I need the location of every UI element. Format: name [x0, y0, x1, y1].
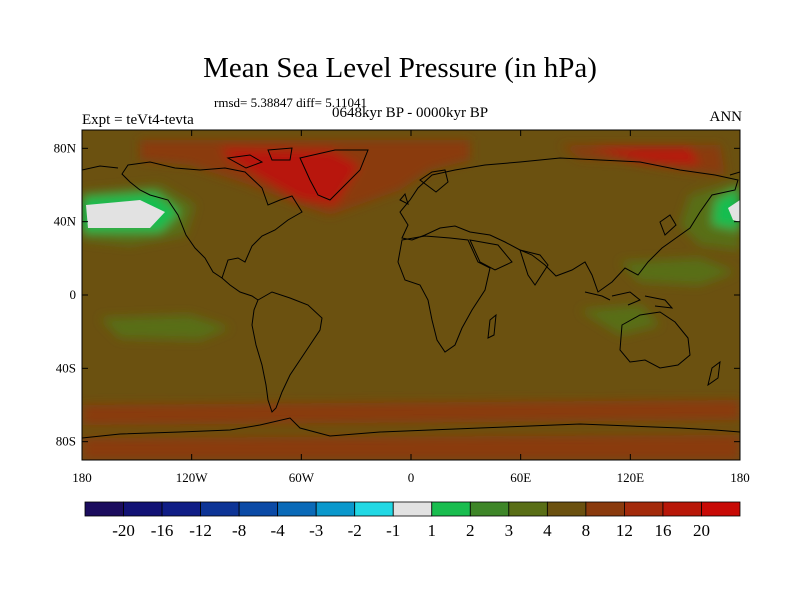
colorbar-label: 12	[616, 521, 633, 540]
coast-south-america	[251, 291, 323, 413]
colorbar-swatch	[546, 501, 587, 517]
colorbar-label: -1	[386, 521, 400, 540]
coast-japan	[659, 214, 677, 236]
colorbar-swatch	[238, 501, 279, 517]
pressure-field	[82, 130, 740, 460]
colorbar-swatch	[624, 501, 664, 517]
colorbar-label: 4	[543, 521, 552, 540]
contour-spac-4	[100, 315, 230, 340]
coast-antarctica	[82, 417, 740, 439]
coast-eurasia	[399, 157, 739, 293]
coast-bering	[82, 165, 740, 176]
coast-india	[519, 249, 549, 286]
coast-australia	[619, 311, 691, 369]
coast-africa	[397, 235, 491, 353]
colorbar-label: 2	[466, 521, 475, 540]
colorbar-swatch	[200, 501, 240, 517]
colorbar-swatch	[585, 501, 625, 517]
lat-tick-label: 80S	[56, 434, 76, 449]
colorbar-swatch	[161, 501, 201, 517]
colorbar-label: 1	[428, 521, 437, 540]
lon-tick-label: 180	[730, 470, 750, 485]
lon-tick-label: 0	[408, 470, 415, 485]
coast-new-zealand	[707, 360, 721, 387]
contour-npac-neutral-west	[86, 200, 165, 228]
season-label: ANN	[709, 109, 743, 125]
coast-scandinavia-uk	[399, 169, 449, 205]
coast-arabia	[469, 239, 513, 271]
colorbar-label: -4	[271, 521, 286, 540]
colorbar-swatch	[508, 501, 548, 517]
colorbar-swatch	[354, 501, 394, 517]
lat-tick-label: 40N	[54, 214, 77, 229]
lat-tick-label: 40S	[56, 360, 76, 375]
longitude-axis: 180 120W 60W 0 60E 120E 180	[72, 130, 750, 485]
coast-greenland	[299, 149, 369, 201]
lon-tick-label: 60W	[289, 470, 315, 485]
colorbar-label: -16	[151, 521, 174, 540]
colorbar-label: 8	[582, 521, 591, 540]
colorbar-swatch	[469, 501, 510, 517]
colorbar-swatch	[277, 501, 317, 517]
colorbar-label: -20	[112, 521, 135, 540]
contour-greenland-16	[220, 148, 360, 205]
map-title: Mean Sea Level Pressure (in hPa)	[203, 52, 597, 84]
contour-indo-4	[580, 305, 660, 335]
colorbar-label: -8	[232, 521, 246, 540]
colorbar-label: 16	[654, 521, 671, 540]
colorbar-swatch	[701, 501, 741, 517]
contour-antarctic-12	[82, 435, 740, 460]
coastlines	[82, 147, 740, 439]
latitude-axis: 80N 40N 0 40S 80S	[54, 140, 740, 449]
lat-tick-label: 0	[70, 287, 77, 302]
period-label: 0648kyr BP - 0000kyr BP	[331, 105, 489, 121]
lon-tick-label: 120W	[176, 470, 209, 485]
contour-wpac-4	[620, 258, 735, 285]
contour-siberia-16	[590, 148, 700, 165]
colorbar-swatch	[392, 501, 433, 517]
colorbar-label: -12	[189, 521, 212, 540]
coast-north-america	[121, 161, 303, 279]
lon-tick-label: 180	[72, 470, 92, 485]
colorbar-label: 20	[693, 521, 710, 540]
contour-npac-neutral-east	[728, 200, 740, 222]
colorbar-label: -2	[348, 521, 362, 540]
colorbar-label: 3	[505, 521, 514, 540]
coast-indonesia	[584, 291, 674, 309]
contour-southern-ocean-12	[82, 400, 740, 425]
colorbar-label: -3	[309, 521, 323, 540]
colorbar-swatch	[431, 501, 471, 517]
colorbar-swatch	[662, 501, 702, 517]
lat-tick-label: 80N	[54, 140, 77, 155]
rmsd-diff-stats: rmsd= 5.38847 diff= 5.11041	[214, 95, 367, 110]
colorbar-swatch	[84, 501, 124, 517]
colorbar: -20 -16 -12 -8 -4 -3 -2 -1 1 2 3 4 8 12 16 20	[84, 501, 741, 540]
lon-tick-label: 60E	[510, 470, 531, 485]
colorbar-swatch	[315, 501, 356, 517]
colorbar-swatch	[123, 501, 163, 517]
coast-madagascar	[487, 313, 497, 339]
coast-arctic-islands	[226, 147, 293, 169]
coast-central-america	[221, 277, 259, 301]
experiment-label: Expt = teVt4-tevta	[82, 112, 194, 128]
lon-tick-label: 120E	[617, 470, 645, 485]
